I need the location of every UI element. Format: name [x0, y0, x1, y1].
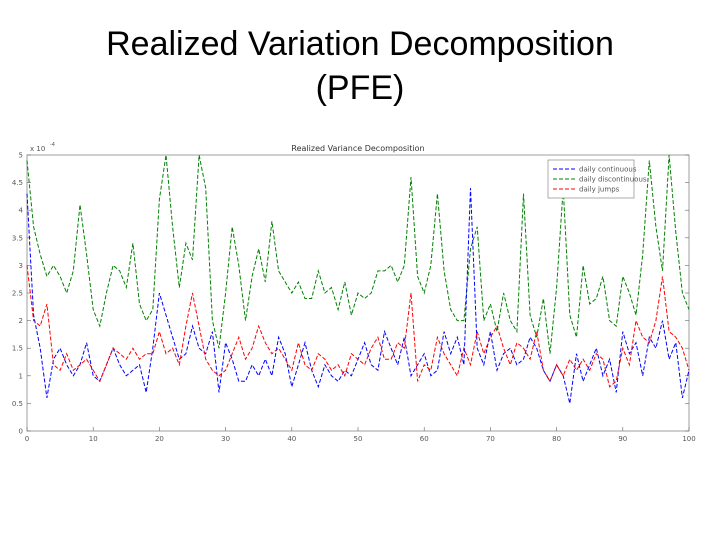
slide-title: Realized Variation Decomposition (PFE)	[0, 22, 720, 110]
y-tick-label: 2	[19, 317, 23, 325]
x-tick-label: 60	[420, 435, 429, 443]
y-tick-label: 5	[19, 152, 23, 160]
x-tick-label: 70	[486, 435, 495, 443]
slide-title-line-2: (PFE)	[315, 69, 405, 107]
y-tick-label: 2.5	[12, 290, 23, 298]
legend: daily continuous daily discontinuous daily…	[547, 159, 647, 199]
y-exponent-label: x 10	[30, 145, 45, 153]
y-tick-label: 0.5	[12, 400, 23, 408]
x-tick-label: 0	[25, 435, 29, 443]
slide-title-line-1: Realized Variation Decomposition	[106, 25, 614, 63]
series-line-daily-discontinuous	[26, 154, 690, 354]
y-tick-label: 1	[19, 372, 23, 380]
x-tick-label: 80	[552, 435, 561, 443]
legend-label: daily continuous	[579, 166, 637, 174]
x-tick-label: 100	[682, 435, 695, 443]
chart-title: Realized Variance Decomposition	[291, 144, 424, 153]
y-tick-label: 4	[19, 207, 24, 215]
x-tick-label: 90	[618, 435, 627, 443]
axes: 0 10 20 30 40 50 60 70 80 90 100 0 0.5 1 1.5 2 2.5 3 3.5 4 4…	[12, 152, 696, 444]
x-tick-label: 50	[354, 435, 363, 443]
x-tick-label: 20	[155, 435, 164, 443]
legend-label: daily discontinuous	[579, 176, 647, 184]
x-tick-label: 30	[221, 435, 230, 443]
y-exponent-power: -4	[50, 142, 55, 148]
legend-label: daily jumps	[579, 186, 620, 194]
y-tick-label: 4.5	[12, 179, 23, 187]
x-tick-label: 10	[89, 435, 98, 443]
y-tick-label: 0	[19, 428, 23, 436]
y-tick-label: 3	[19, 262, 23, 270]
y-tick-label: 1.5	[12, 345, 23, 353]
x-tick-label: 40	[287, 435, 296, 443]
y-tick-label: 3.5	[12, 234, 23, 242]
series-line-daily-jumps	[26, 265, 690, 388]
series-lines	[26, 154, 690, 404]
